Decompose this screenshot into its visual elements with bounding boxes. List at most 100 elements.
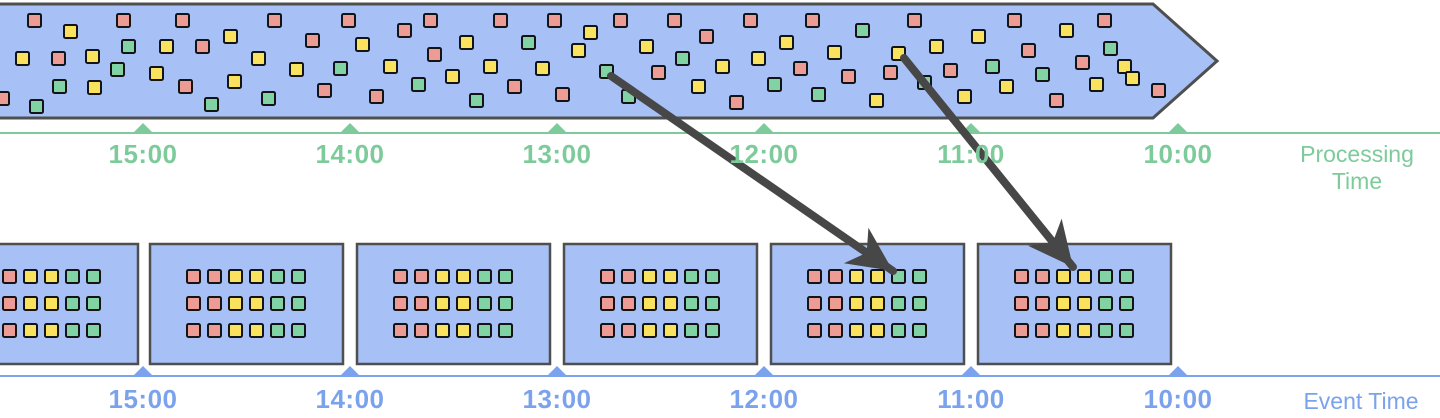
stream-event-square [793,61,808,76]
stream-event-square [811,87,826,102]
window-event-square [684,323,699,338]
stream-event-square [583,25,598,40]
window-event-square [456,323,471,338]
window-event-square [456,296,471,311]
stream-event-square [85,49,100,64]
window-event-square [498,323,513,338]
stream-event-square [261,91,276,106]
window-event-square [23,296,38,311]
event-time-axis-tick [962,366,980,375]
stream-event-square [651,65,666,80]
window-event-square [807,323,822,338]
stream-event-square [469,93,484,108]
stream-event-square [51,51,66,66]
window-event-square [477,296,492,311]
stream-event-square [805,13,820,28]
stream-event-square [149,66,164,81]
stream-event-square [1097,13,1112,28]
stream-event-square [743,13,758,28]
window-event-square [1077,296,1092,311]
event-time-tick-label: 14:00 [315,384,385,414]
window-event-square [705,269,720,284]
processing-time-axis-label: Processing Time [1272,141,1440,195]
stream-event-square [639,39,654,54]
window-event-square [249,323,264,338]
stream-event-square [0,91,10,106]
event-time-axis-tick [1169,366,1187,375]
stream-event-square [223,29,238,44]
stream-event-square [715,59,730,74]
stream-event-square [87,80,102,95]
stream-event-square [110,62,125,77]
stream-event-square [267,13,282,28]
window-event-square [2,269,17,284]
event-time-window-box [769,242,966,366]
event-time-tick-label: 10:00 [1143,384,1213,414]
stream-event-square [699,29,714,44]
stream-event-square [29,99,44,114]
window-event-square [86,296,101,311]
stream-event-square [667,13,682,28]
window-event-square [23,323,38,338]
window-event-square [270,323,285,338]
window-event-square [1035,296,1050,311]
stream-event-square [63,24,78,39]
stream-event-square [27,13,42,28]
window-event-square [498,296,513,311]
window-event-square [2,296,17,311]
window-event-square [291,323,306,338]
window-event-square [828,323,843,338]
window-event-square [393,296,408,311]
stream-event-square [929,39,944,54]
event-time-window-box [355,242,552,366]
window-event-square [270,269,285,284]
stream-event-square [521,35,536,50]
window-event-square [186,269,201,284]
stream-event-square [971,29,986,44]
event-time-window-box [562,242,759,366]
window-event-square [870,323,885,338]
window-event-square [912,269,927,284]
window-event-square [1035,323,1050,338]
stream-event-square [841,69,856,84]
stream-event-square [159,39,174,54]
window-event-square [65,269,80,284]
stream-event-square [116,13,131,28]
stream-event-square [613,13,628,28]
stream-event-square [675,51,690,66]
stream-event-square [999,79,1014,94]
stream-event-square [571,43,586,58]
stream-event-square [767,77,782,92]
processing-time-tick-label: 10:00 [1143,139,1213,169]
event-time-tick-label: 12:00 [729,384,799,414]
window-event-square [1119,269,1134,284]
window-event-square [621,269,636,284]
stream-event-square [729,95,744,110]
window-event-square [912,296,927,311]
processing-time-axis-tick [755,123,773,132]
window-event-square [414,296,429,311]
stream-event-square [547,13,562,28]
window-event-square [1077,323,1092,338]
stream-event-square [383,59,398,74]
processing-time-tick-label: 13:00 [522,139,592,169]
window-event-square [1098,269,1113,284]
stream-event-square [305,33,320,48]
stream-event-square [333,61,348,76]
window-event-square [828,269,843,284]
event-time-window-box [976,242,1173,366]
stream-event-square [1103,41,1118,56]
window-event-square [870,296,885,311]
stream-event-square [445,69,460,84]
stream-event-square [317,83,332,98]
window-event-square [1119,296,1134,311]
window-event-square [1056,323,1071,338]
event-time-tick-label: 15:00 [108,384,178,414]
stream-event-square [1035,67,1050,82]
window-event-square [65,296,80,311]
event-time-axis-label: Event Time [1303,388,1419,414]
window-event-square [23,269,38,284]
window-event-square [684,296,699,311]
window-event-square [807,269,822,284]
